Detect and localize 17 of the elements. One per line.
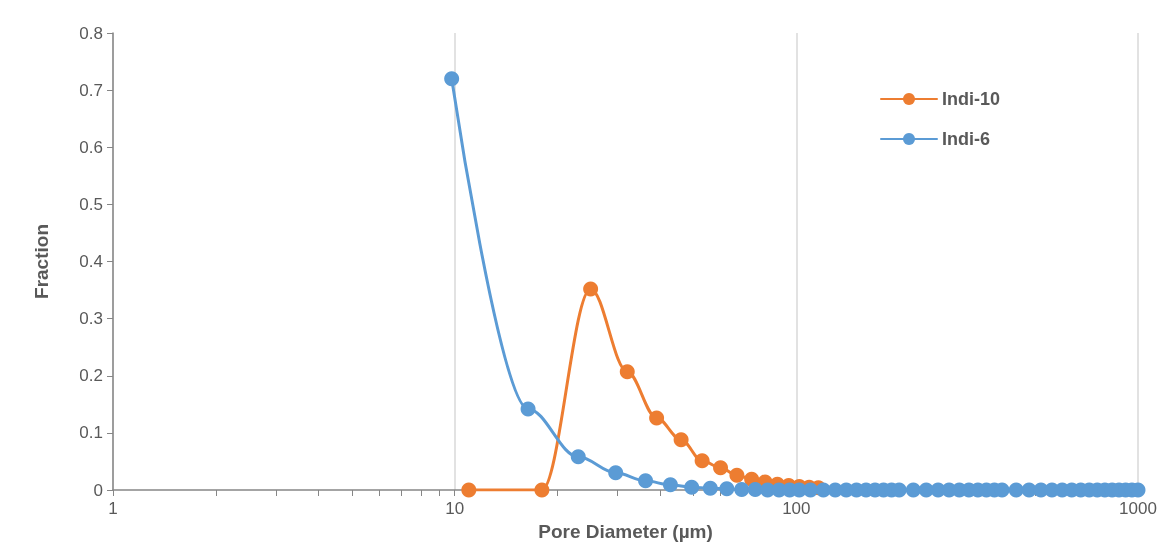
y-tick-label: 0.3 — [79, 309, 103, 329]
x-tick-label: 100 — [782, 499, 811, 518]
y-tick-label: 0.5 — [79, 194, 103, 214]
y-tick-label: 0.2 — [79, 366, 103, 386]
y-tick-label: 0.6 — [79, 137, 103, 157]
y-tick-label: 0 — [93, 480, 103, 500]
legend-label: Indi-10 — [941, 89, 1001, 109]
y-tick-label: 0.7 — [79, 80, 103, 100]
x-tick-label: 10 — [445, 499, 465, 518]
x-tick-label: 1000 — [1119, 499, 1157, 518]
x-axis-title: Pore Diameter (µm) — [538, 521, 713, 542]
y-tick-label: 0.4 — [79, 252, 103, 271]
legend-label: Indi-6 — [941, 129, 990, 149]
x-tick-label: 1 — [108, 499, 118, 518]
y-tick-label: 0.8 — [79, 23, 103, 43]
y-tick-label: 0.1 — [79, 423, 103, 443]
y-axis-title: Fraction — [31, 224, 52, 299]
